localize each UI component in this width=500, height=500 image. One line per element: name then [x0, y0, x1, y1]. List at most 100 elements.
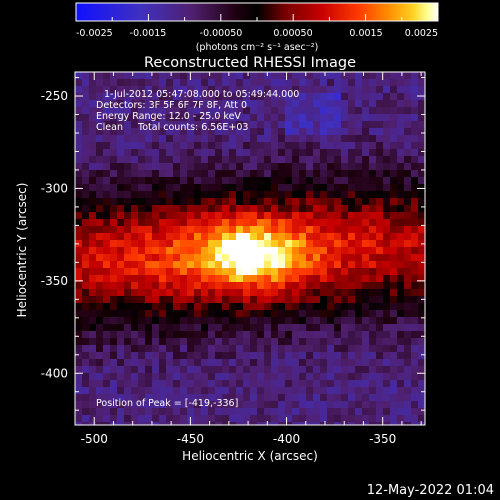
heatmap-cell [236, 345, 244, 353]
heatmap-cell [166, 422, 174, 425]
heatmap-cell [138, 128, 146, 136]
heatmap-cell [180, 163, 188, 171]
heatmap-cell [355, 324, 363, 332]
heatmap-cell [341, 177, 349, 185]
heatmap-cell [341, 408, 349, 416]
heatmap-cell [215, 93, 223, 101]
heatmap-cell [194, 177, 202, 185]
heatmap-cell [75, 324, 83, 332]
heatmap-cell [222, 366, 230, 374]
heatmap-cell [278, 394, 286, 402]
heatmap-cell [271, 198, 279, 206]
heatmap-cell [222, 289, 230, 297]
heatmap-cell [194, 345, 202, 353]
heatmap-cell [390, 345, 398, 353]
heatmap-cell [348, 135, 356, 143]
heatmap-cell [397, 310, 405, 318]
heatmap-cell [362, 184, 370, 192]
heatmap-cell [376, 394, 384, 402]
heatmap-cell [411, 310, 419, 318]
heatmap-cell [334, 359, 342, 367]
heatmap-cell [257, 170, 265, 178]
heatmap-cell [383, 93, 391, 101]
heatmap-cell [236, 205, 244, 213]
heatmap-cell [390, 310, 398, 318]
heatmap-cell [348, 247, 356, 255]
heatmap-cell [334, 114, 342, 122]
heatmap-cell [411, 121, 419, 129]
heatmap-cell [355, 135, 363, 143]
heatmap-cell [383, 317, 391, 325]
heatmap-cell [159, 107, 167, 115]
heatmap-cell [89, 177, 97, 185]
heatmap-cell [250, 79, 258, 87]
heatmap-cell [215, 191, 223, 199]
heatmap-cell [320, 303, 328, 311]
heatmap-cell [278, 128, 286, 136]
heatmap-cell [404, 219, 412, 227]
heatmap-cell [110, 296, 118, 304]
heatmap-cell [96, 86, 104, 94]
heatmap-cell [257, 394, 265, 402]
heatmap-cell [180, 170, 188, 178]
heatmap-cell [327, 331, 335, 339]
heatmap-cell [250, 156, 258, 164]
heatmap-cell [306, 205, 314, 213]
heatmap-cell [124, 79, 132, 87]
heatmap-cell [306, 93, 314, 101]
heatmap-cell [236, 240, 244, 248]
heatmap-cell [166, 142, 174, 150]
heatmap-cell [271, 72, 279, 80]
heatmap-cell [355, 240, 363, 248]
heatmap-cell [89, 191, 97, 199]
heatmap-cell [264, 310, 272, 318]
heatmap-cell [117, 387, 125, 395]
heatmap-cell [138, 170, 146, 178]
heatmap-cell [222, 142, 230, 150]
heatmap-cell [390, 324, 398, 332]
heatmap-cell [173, 107, 181, 115]
heatmap-cell [124, 149, 132, 157]
heatmap-cell [96, 72, 104, 80]
heatmap-cell [201, 303, 209, 311]
heatmap-cell [250, 401, 258, 409]
heatmap-cell [327, 212, 335, 220]
heatmap-cell [397, 296, 405, 304]
heatmap-cell [299, 184, 307, 192]
heatmap-cell [341, 359, 349, 367]
heatmap-cell [82, 198, 90, 206]
heatmap-cell [159, 373, 167, 381]
heatmap-cell [208, 254, 216, 262]
heatmap-cell [397, 233, 405, 241]
heatmap-cell [82, 331, 90, 339]
heatmap-cell [215, 177, 223, 185]
heatmap-cell [194, 72, 202, 80]
heatmap-cell [96, 219, 104, 227]
heatmap-cell [82, 345, 90, 353]
heatmap-cell [201, 324, 209, 332]
heatmap-cell [110, 184, 118, 192]
heatmap-cell [313, 100, 321, 108]
heatmap-cell [215, 184, 223, 192]
heatmap-cell [418, 93, 425, 101]
heatmap-cell [278, 422, 286, 425]
heatmap-cell [145, 401, 153, 409]
heatmap-cell [313, 114, 321, 122]
heatmap-cell [152, 163, 160, 171]
heatmap-cell [264, 282, 272, 290]
heatmap-cell [110, 114, 118, 122]
heatmap-cell [173, 135, 181, 143]
heatmap-cell [110, 275, 118, 283]
heatmap-cell [201, 198, 209, 206]
heatmap-cell [362, 212, 370, 220]
heatmap-cell [166, 107, 174, 115]
heatmap-cell [355, 107, 363, 115]
heatmap-cell [313, 401, 321, 409]
heatmap-cell [355, 359, 363, 367]
heatmap-cell [257, 247, 265, 255]
heatmap-cell [341, 191, 349, 199]
heatmap-cell [299, 352, 307, 360]
heatmap-cell [159, 303, 167, 311]
colorbar-tick-label: 0.00050 [273, 28, 312, 39]
heatmap-cell [411, 331, 419, 339]
